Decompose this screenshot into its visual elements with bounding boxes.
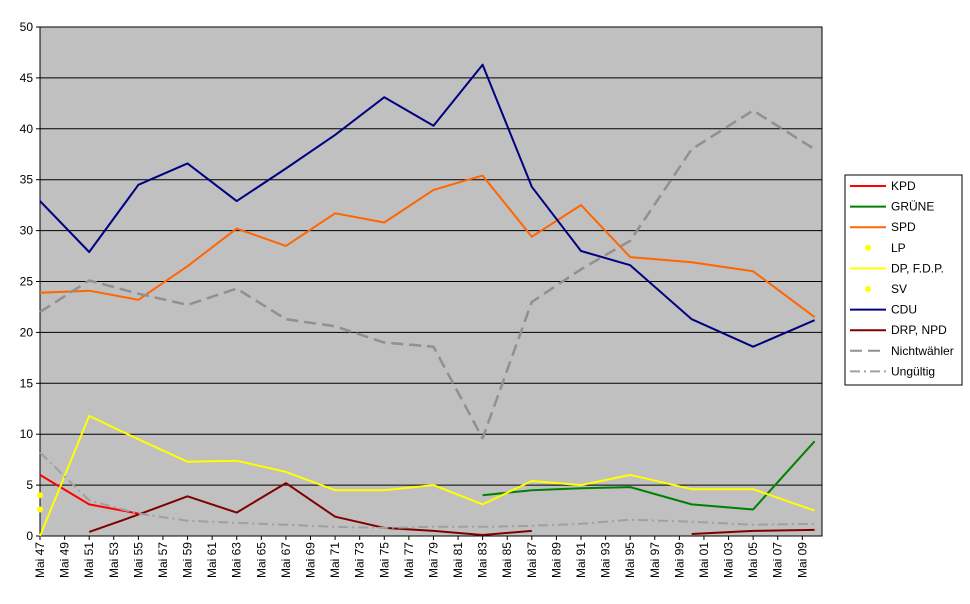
legend-ung-ltig-label: Ungültig — [891, 364, 935, 378]
x-tick-label: Mai 57 — [156, 542, 170, 578]
x-tick-label: Mai 77 — [402, 542, 416, 578]
series-sv-point — [37, 506, 43, 513]
legend-box — [844, 174, 963, 386]
x-tick-label: Mai 07 — [771, 542, 785, 578]
legend-spd-label: SPD — [891, 220, 916, 234]
series-gr-ne-line — [482, 440, 816, 511]
y-tick-label: 5 — [26, 478, 33, 492]
series-cdu-line — [39, 63, 815, 348]
x-tick-label: Mai 99 — [672, 542, 686, 578]
y-tick-label: 20 — [20, 325, 34, 339]
legend-sv-swatch — [865, 286, 871, 292]
x-tick-label: Mai 87 — [525, 542, 539, 578]
series-spd-line — [39, 174, 816, 318]
x-tick-label: Mai 67 — [279, 542, 293, 578]
series-drp-npd-line — [88, 482, 532, 536]
legend-cdu-label: CDU — [891, 303, 917, 317]
x-tick-label: Mai 53 — [107, 542, 121, 578]
x-tick-label: Mai 95 — [623, 542, 637, 578]
x-tick-label: Mai 51 — [82, 542, 96, 578]
y-tick-label: 15 — [20, 376, 34, 390]
y-tick-label: 40 — [20, 122, 34, 136]
x-tick-label: Mai 93 — [599, 542, 613, 578]
legend-sv-label: SV — [891, 282, 907, 296]
legend-lp-label: LP — [891, 241, 906, 255]
x-tick-label: Mai 05 — [746, 542, 760, 578]
series-dp-f-d-p-line — [39, 414, 815, 537]
series-nichtw-hler-line — [39, 109, 816, 440]
x-tick-label: Mai 85 — [500, 542, 514, 578]
y-tick-label: 10 — [20, 427, 34, 441]
x-tick-label: Mai 83 — [476, 542, 490, 578]
x-tick-label: Mai 55 — [131, 542, 145, 578]
legend-drp-npd-label: DRP, NPD — [891, 323, 947, 337]
x-axis: Mai 47 Mai 49 Mai 51 Mai 53 Mai 55 Mai 57 Mai … — [33, 536, 809, 578]
y-tick-label: 35 — [20, 173, 34, 187]
legend-nichtw-hler-label: Nichtwähler — [891, 344, 954, 358]
x-tick-label: Mai 79 — [426, 542, 440, 578]
x-tick-label: Mai 65 — [254, 542, 268, 578]
x-tick-label: Mai 47 — [33, 542, 47, 578]
legend-dp-f-d-p-label: DP, F.D.P. — [891, 261, 944, 275]
x-tick-label: Mai 71 — [328, 542, 342, 578]
series-kpd-line — [39, 474, 139, 515]
x-tick-label: Mai 75 — [377, 542, 391, 578]
legend-kpd-label: KPD — [891, 179, 916, 193]
y-axis: 0 5 10 15 20 25 30 35 40 45 50 — [20, 20, 40, 543]
series-lp-point — [37, 492, 43, 499]
x-tick-label: Mai 03 — [722, 542, 736, 578]
series-lines — [37, 63, 816, 537]
x-tick-label: Mai 91 — [574, 542, 588, 578]
legend-lp-swatch — [865, 244, 871, 251]
series-ung-ltig-line — [39, 451, 815, 529]
x-tick-label: Mai 49 — [58, 542, 72, 578]
legend: KPD GRÜNE SPD LP DP, F.D.P. SV CDU DRP, NPD Nich… — [844, 174, 963, 386]
x-tick-label: Mai 69 — [304, 542, 318, 578]
x-tick-label: Mai 89 — [549, 542, 563, 578]
gridlines — [40, 77, 822, 486]
x-tick-label: Mai 97 — [648, 542, 662, 578]
y-tick-label: 25 — [20, 275, 34, 289]
x-tick-label: Mai 81 — [451, 542, 465, 578]
x-tick-label: Mai 63 — [230, 542, 244, 578]
y-tick-label: 50 — [20, 20, 34, 34]
y-tick-label: 30 — [20, 224, 34, 238]
y-tick-label: 0 — [26, 529, 33, 543]
series-drp-npd-line — [691, 528, 815, 535]
x-tick-label: Mai 01 — [697, 542, 711, 578]
x-tick-label: Mai 73 — [353, 542, 367, 578]
x-tick-label: Mai 59 — [181, 542, 195, 578]
y-tick-label: 45 — [20, 71, 34, 85]
legend-gr-ne-label: GRÜNE — [891, 200, 934, 214]
x-tick-label: Mai 61 — [205, 542, 219, 578]
x-tick-label: Mai 09 — [795, 542, 809, 578]
